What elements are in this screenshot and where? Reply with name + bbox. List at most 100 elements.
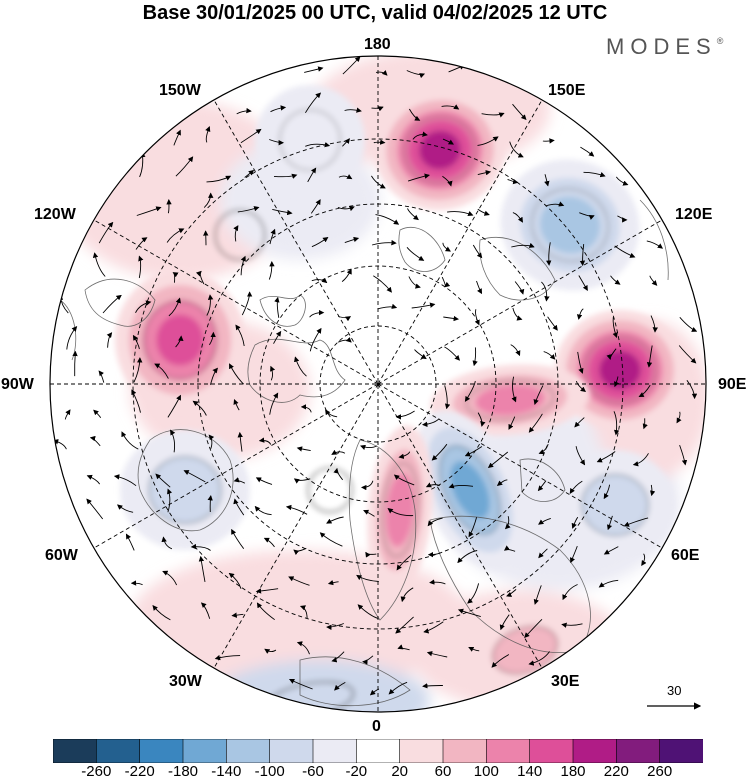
map-border [49,55,707,713]
wind-vector [650,484,656,497]
wind-vector [254,505,272,516]
wind-vector [407,173,430,182]
wind-vector [638,384,651,398]
colorbar-swatch [399,739,444,763]
wind-vector [305,142,331,148]
wind-vector [338,336,352,343]
wind-vector [427,551,441,558]
colorbar-swatch [356,739,401,763]
colorbar-tick-label: 60 [434,763,452,780]
colorbar-tick-label: -220 [124,763,155,780]
wind-vector [614,245,636,258]
wind-vector [511,376,517,403]
wind-vector [538,517,551,525]
wind-vector [412,131,428,140]
wind-vector [244,169,255,178]
wind-vector [152,605,171,621]
map-title: Base 30/01/2025 00 UTC, valid 04/02/2025… [142,2,608,24]
wind-vector [344,107,362,113]
wind-vector [309,309,325,318]
reference-vector-label: 30 [667,683,682,698]
anomaly-neg-center-west [307,467,353,513]
wind-vectors [52,56,698,696]
wind-vector [285,504,308,515]
wind-vector [578,275,588,291]
logo-registered-mark: ® [716,36,724,46]
wind-vector [309,327,322,352]
wind-vector [293,478,311,484]
anomaly-contour [491,625,559,675]
wind-vector [574,417,585,428]
wind-vector [646,240,664,249]
wind-vector [547,316,558,331]
wind-vector [288,576,310,586]
wind-vector [377,303,398,310]
wind-vector [196,270,205,285]
label-30w: 30W [169,673,202,690]
wind-vector [206,175,232,183]
wind-vector [341,268,352,282]
wind-vector [207,495,213,513]
wind-vector [166,199,172,214]
wind-vector [496,479,508,486]
anomaly-outline [581,474,649,536]
wind-vector [528,413,543,433]
wind-vector [356,574,379,582]
wind-vector [131,389,141,413]
colorbar-tick-label: 140 [517,763,543,780]
wind-vector [579,244,586,267]
graticule [50,56,706,712]
wind-vector [135,237,148,250]
wind-vector [613,411,620,436]
anomaly-outline [307,467,353,513]
wind-vector [66,326,78,350]
wind-vector [334,682,346,691]
wind-vector [166,228,185,243]
anomaly-outline [492,626,558,674]
wind-vector [269,139,284,146]
colorbar-tick-label: 20 [391,763,409,780]
wind-vector [86,474,101,485]
wind-vector [398,451,411,459]
colorbar-tick-label: -20 [345,763,368,780]
wind-vector [175,156,194,177]
wind-vector [641,553,647,566]
wind-vector [444,346,461,361]
wind-vector [300,404,312,413]
wind-vector [476,280,483,295]
anomaly-neg-center-east [415,410,525,570]
wind-vector [512,307,523,321]
wind-vector [288,678,313,690]
wind-vector [331,449,346,455]
wind-vector [596,451,616,463]
wind-vector [373,275,392,293]
wind-vector [642,418,648,430]
anomaly-outline [439,445,501,535]
colorbar-swatch [659,739,703,763]
wind-vector [414,349,427,360]
wind-vector [170,429,176,453]
wind-vector [268,261,275,280]
wind-vector [255,477,273,485]
anomaly-neg-60w [120,430,250,550]
wind-vector [477,170,492,176]
wind-vector [92,252,106,277]
wind-vector [570,545,578,564]
wind-vector [263,537,275,548]
wind-vector [200,602,211,619]
wind-vector [467,583,480,604]
wind-vector [400,587,414,603]
wind-vector [503,545,516,552]
label-120w: 120W [34,206,76,223]
wind-vector [623,517,649,527]
wind-vector [423,621,444,634]
wind-vector [427,517,443,527]
anomaly-neg-160w [255,85,365,195]
wind-vector [72,350,78,377]
wind-vector [161,536,173,550]
wind-vector [203,192,214,208]
wind-vector [240,128,262,144]
wind-vector [571,516,579,529]
wind-vector [344,236,360,244]
wind-vector [362,655,374,665]
